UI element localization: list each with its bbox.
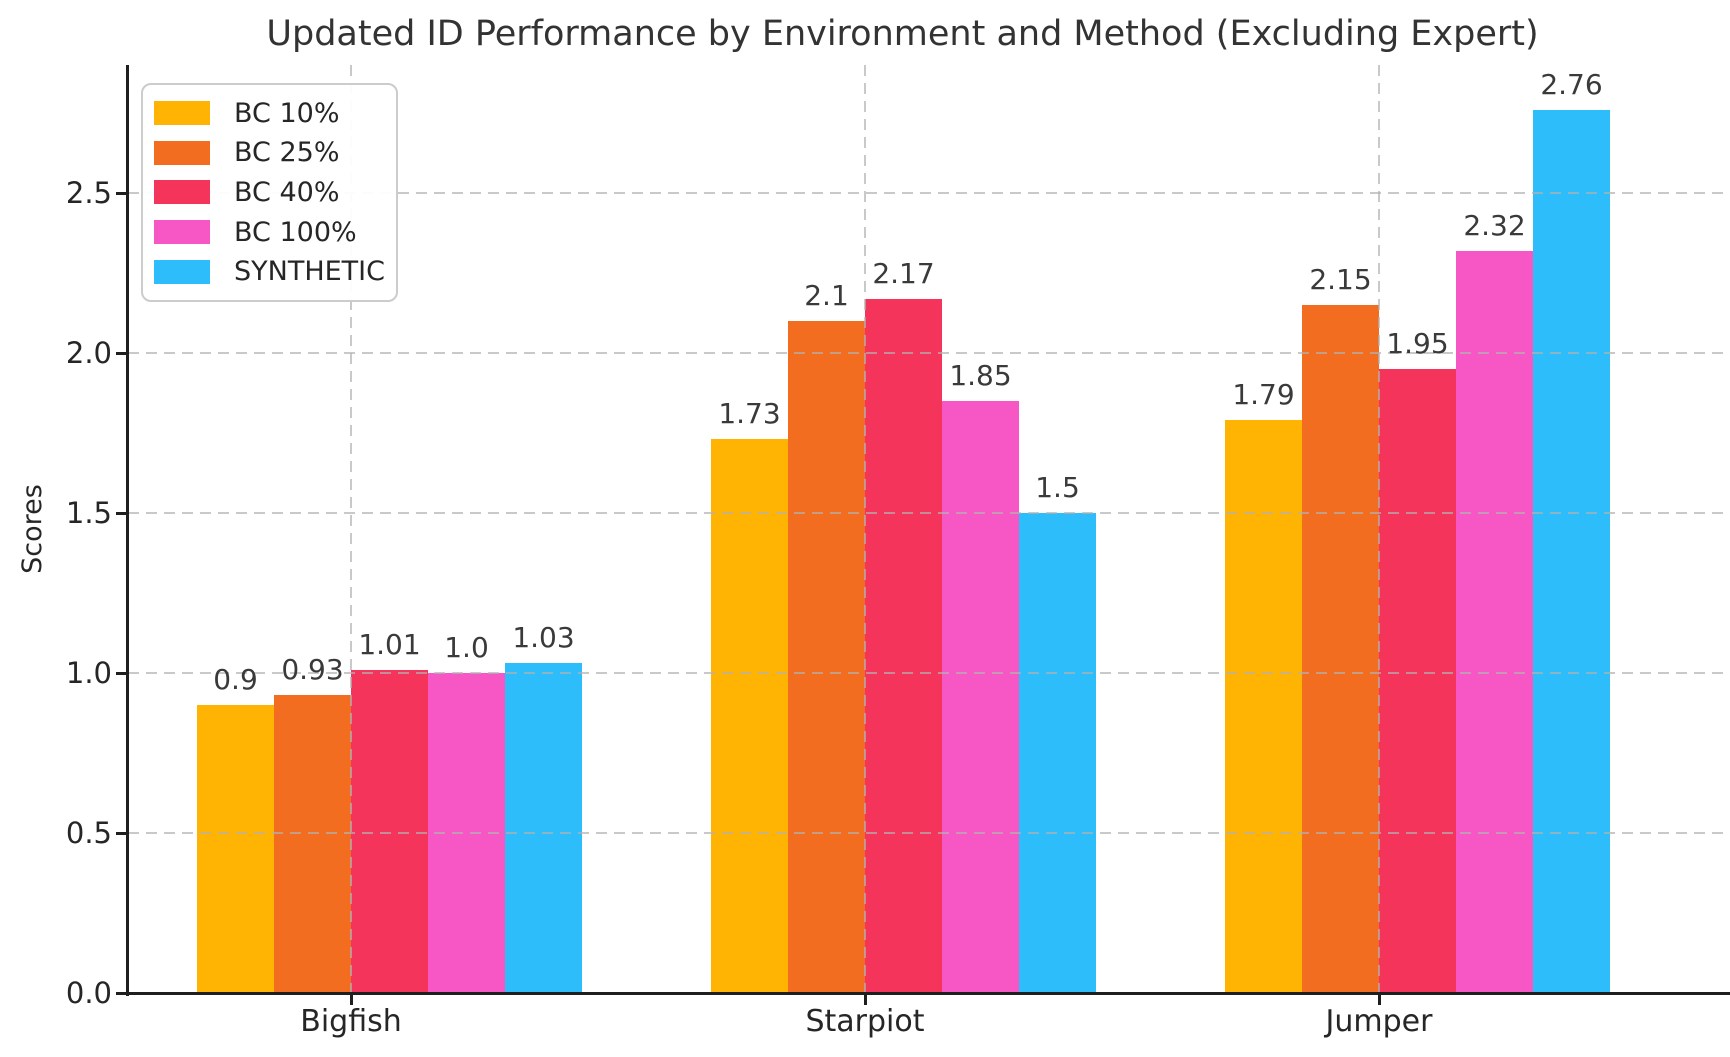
- bar-value-label: 2.1: [804, 279, 849, 312]
- legend-label: BC 25%: [234, 137, 340, 169]
- bar-bc-25--starpiot: [788, 321, 865, 993]
- y-tick-label: 1.0: [65, 656, 112, 690]
- bar-bc-10--jumper: [1225, 420, 1302, 993]
- bar-value-label: 1.0: [444, 631, 489, 664]
- y-tick-label: 1.5: [65, 496, 112, 530]
- chart-title: Updated ID Performance by Environment an…: [266, 14, 1539, 54]
- bar-value-label: 1.03: [512, 621, 575, 654]
- bar-bc-10--bigfish: [197, 705, 274, 993]
- x-tick-label: Bigfish: [300, 1004, 402, 1039]
- y-tick-mark: [116, 831, 128, 835]
- bar-value-label: 2.17: [872, 257, 935, 290]
- h-gridline: [128, 192, 1730, 194]
- legend-label: BC 100%: [234, 216, 357, 248]
- v-gridline: [864, 65, 866, 993]
- legend-swatch-icon: [154, 259, 210, 284]
- y-tick-mark: [116, 191, 128, 195]
- x-axis-spine: [126, 992, 1730, 995]
- bar-value-label: 2.76: [1540, 68, 1603, 101]
- bar-bc-40--jumper: [1379, 369, 1456, 993]
- y-tick-label: 2.0: [65, 336, 112, 370]
- bar-value-label: 1.79: [1232, 378, 1295, 411]
- bar-synthetic-starpiot: [1019, 513, 1096, 993]
- legend-swatch-icon: [154, 180, 210, 205]
- legend-item: BC 100%: [143, 217, 396, 248]
- v-gridline: [1378, 65, 1380, 993]
- x-tick-label: Starpiot: [805, 1004, 925, 1039]
- v-gridline: [350, 65, 352, 993]
- bar-bc-100--starpiot: [942, 401, 1019, 993]
- h-gridline: [128, 832, 1730, 834]
- y-tick-mark: [116, 671, 128, 675]
- h-gridline: [128, 352, 1730, 354]
- legend-swatch-icon: [154, 101, 210, 126]
- bar-value-label: 1.01: [358, 628, 421, 661]
- bar-bc-25--jumper: [1302, 305, 1379, 993]
- legend-item: BC 10%: [143, 98, 396, 129]
- legend-label: BC 10%: [234, 97, 340, 129]
- y-tick-label: 2.5: [65, 176, 112, 210]
- legend-item: SYNTHETIC: [143, 256, 396, 287]
- bar-value-label: 2.32: [1463, 209, 1526, 242]
- bar-value-label: 2.15: [1309, 263, 1372, 296]
- bar-value-label: 0.93: [281, 653, 344, 686]
- legend-label: SYNTHETIC: [234, 256, 385, 288]
- h-gridline: [128, 512, 1730, 514]
- y-tick-label: 0.0: [65, 976, 112, 1010]
- bar-bc-40--starpiot: [865, 299, 942, 993]
- bar-value-label: 1.5: [1035, 471, 1080, 504]
- x-tick-label: Jumper: [1325, 1004, 1433, 1039]
- y-tick-mark: [116, 991, 128, 995]
- y-tick-mark: [116, 511, 128, 515]
- y-tick-label: 0.5: [65, 816, 112, 850]
- bar-bc-10--starpiot: [711, 439, 788, 993]
- legend-swatch-icon: [154, 140, 210, 165]
- bar-synthetic-jumper: [1533, 110, 1610, 993]
- legend-label: BC 40%: [234, 176, 340, 208]
- legend-item: BC 40%: [143, 177, 396, 208]
- legend-item: BC 25%: [143, 137, 396, 168]
- y-tick-mark: [116, 351, 128, 355]
- x-tick-mark: [1377, 993, 1381, 1005]
- bar-bc-25--bigfish: [274, 695, 351, 993]
- bar-bc-40--bigfish: [351, 670, 428, 993]
- bar-value-label: 1.85: [949, 359, 1012, 392]
- bar-value-label: 1.95: [1386, 327, 1449, 360]
- y-axis-spine: [126, 65, 129, 996]
- bar-value-label: 1.73: [718, 397, 781, 430]
- legend-swatch-icon: [154, 220, 210, 245]
- bar-synthetic-bigfish: [505, 663, 582, 993]
- x-tick-mark: [863, 993, 867, 1005]
- bar-value-label: 0.9: [213, 663, 258, 696]
- h-gridline: [128, 672, 1730, 674]
- legend: BC 10% BC 25% BC 40% BC 100% SYNTHETIC: [141, 83, 398, 302]
- x-tick-mark: [349, 993, 353, 1005]
- bar-bc-100--jumper: [1456, 251, 1533, 993]
